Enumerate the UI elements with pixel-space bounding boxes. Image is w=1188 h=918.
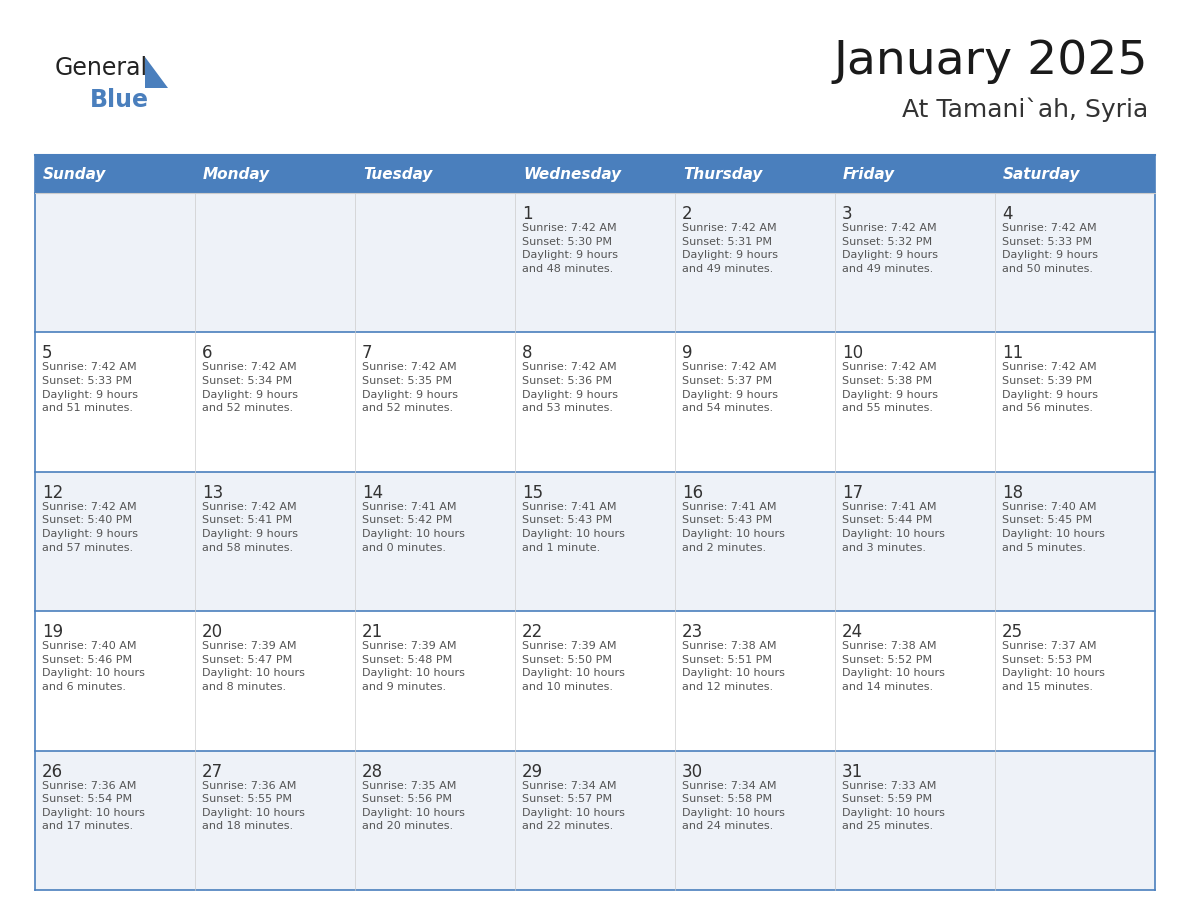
Text: Sunrise: 7:39 AM
Sunset: 5:50 PM
Daylight: 10 hours
and 10 minutes.: Sunrise: 7:39 AM Sunset: 5:50 PM Dayligh… (522, 641, 625, 692)
Text: Sunrise: 7:42 AM
Sunset: 5:34 PM
Daylight: 9 hours
and 52 minutes.: Sunrise: 7:42 AM Sunset: 5:34 PM Dayligh… (202, 363, 298, 413)
Text: Saturday: Saturday (1003, 166, 1081, 182)
Text: 18: 18 (1001, 484, 1023, 502)
Text: Sunrise: 7:42 AM
Sunset: 5:39 PM
Daylight: 9 hours
and 56 minutes.: Sunrise: 7:42 AM Sunset: 5:39 PM Dayligh… (1001, 363, 1098, 413)
Text: 1: 1 (522, 205, 532, 223)
Text: At Tamani`ah, Syria: At Tamani`ah, Syria (902, 97, 1148, 122)
Text: Sunrise: 7:39 AM
Sunset: 5:48 PM
Daylight: 10 hours
and 9 minutes.: Sunrise: 7:39 AM Sunset: 5:48 PM Dayligh… (362, 641, 465, 692)
Text: 29: 29 (522, 763, 543, 780)
Text: January 2025: January 2025 (834, 39, 1148, 84)
Text: 26: 26 (42, 763, 63, 780)
Text: Sunrise: 7:35 AM
Sunset: 5:56 PM
Daylight: 10 hours
and 20 minutes.: Sunrise: 7:35 AM Sunset: 5:56 PM Dayligh… (362, 780, 465, 832)
Text: 20: 20 (202, 623, 223, 641)
Text: Sunrise: 7:42 AM
Sunset: 5:33 PM
Daylight: 9 hours
and 51 minutes.: Sunrise: 7:42 AM Sunset: 5:33 PM Dayligh… (42, 363, 138, 413)
Text: Blue: Blue (90, 88, 148, 112)
Text: 13: 13 (202, 484, 223, 502)
Bar (34, 751, 1155, 890)
Text: 15: 15 (522, 484, 543, 502)
Bar (34, 193, 1155, 332)
Text: Sunrise: 7:38 AM
Sunset: 5:51 PM
Daylight: 10 hours
and 12 minutes.: Sunrise: 7:38 AM Sunset: 5:51 PM Dayligh… (682, 641, 785, 692)
Text: Sunrise: 7:33 AM
Sunset: 5:59 PM
Daylight: 10 hours
and 25 minutes.: Sunrise: 7:33 AM Sunset: 5:59 PM Dayligh… (842, 780, 944, 832)
Text: Sunrise: 7:42 AM
Sunset: 5:37 PM
Daylight: 9 hours
and 54 minutes.: Sunrise: 7:42 AM Sunset: 5:37 PM Dayligh… (682, 363, 778, 413)
Bar (34, 611, 1155, 751)
Text: Sunrise: 7:38 AM
Sunset: 5:52 PM
Daylight: 10 hours
and 14 minutes.: Sunrise: 7:38 AM Sunset: 5:52 PM Dayligh… (842, 641, 944, 692)
Text: 11: 11 (1001, 344, 1023, 363)
Text: Sunrise: 7:36 AM
Sunset: 5:55 PM
Daylight: 10 hours
and 18 minutes.: Sunrise: 7:36 AM Sunset: 5:55 PM Dayligh… (202, 780, 305, 832)
Text: 24: 24 (842, 623, 864, 641)
Text: Sunrise: 7:42 AM
Sunset: 5:38 PM
Daylight: 9 hours
and 55 minutes.: Sunrise: 7:42 AM Sunset: 5:38 PM Dayligh… (842, 363, 939, 413)
Text: 6: 6 (202, 344, 213, 363)
Text: Tuesday: Tuesday (364, 166, 432, 182)
Text: Wednesday: Wednesday (523, 166, 621, 182)
Text: Sunrise: 7:34 AM
Sunset: 5:58 PM
Daylight: 10 hours
and 24 minutes.: Sunrise: 7:34 AM Sunset: 5:58 PM Dayligh… (682, 780, 785, 832)
Text: 21: 21 (362, 623, 384, 641)
Text: 10: 10 (842, 344, 864, 363)
Text: 5: 5 (42, 344, 52, 363)
Text: Sunday: Sunday (43, 166, 107, 182)
Text: Sunrise: 7:42 AM
Sunset: 5:32 PM
Daylight: 9 hours
and 49 minutes.: Sunrise: 7:42 AM Sunset: 5:32 PM Dayligh… (842, 223, 939, 274)
Text: 12: 12 (42, 484, 63, 502)
Text: 22: 22 (522, 623, 543, 641)
Text: Sunrise: 7:42 AM
Sunset: 5:36 PM
Daylight: 9 hours
and 53 minutes.: Sunrise: 7:42 AM Sunset: 5:36 PM Dayligh… (522, 363, 618, 413)
Text: Sunrise: 7:42 AM
Sunset: 5:31 PM
Daylight: 9 hours
and 49 minutes.: Sunrise: 7:42 AM Sunset: 5:31 PM Dayligh… (682, 223, 778, 274)
Bar (34, 332, 1155, 472)
Text: Thursday: Thursday (683, 166, 763, 182)
Text: Sunrise: 7:42 AM
Sunset: 5:41 PM
Daylight: 9 hours
and 58 minutes.: Sunrise: 7:42 AM Sunset: 5:41 PM Dayligh… (202, 502, 298, 553)
Text: 4: 4 (1001, 205, 1012, 223)
Text: Sunrise: 7:41 AM
Sunset: 5:42 PM
Daylight: 10 hours
and 0 minutes.: Sunrise: 7:41 AM Sunset: 5:42 PM Dayligh… (362, 502, 465, 553)
Text: Sunrise: 7:39 AM
Sunset: 5:47 PM
Daylight: 10 hours
and 8 minutes.: Sunrise: 7:39 AM Sunset: 5:47 PM Dayligh… (202, 641, 305, 692)
Text: Sunrise: 7:37 AM
Sunset: 5:53 PM
Daylight: 10 hours
and 15 minutes.: Sunrise: 7:37 AM Sunset: 5:53 PM Dayligh… (1001, 641, 1105, 692)
Text: 14: 14 (362, 484, 383, 502)
Text: Sunrise: 7:36 AM
Sunset: 5:54 PM
Daylight: 10 hours
and 17 minutes.: Sunrise: 7:36 AM Sunset: 5:54 PM Dayligh… (42, 780, 145, 832)
Text: Sunrise: 7:41 AM
Sunset: 5:44 PM
Daylight: 10 hours
and 3 minutes.: Sunrise: 7:41 AM Sunset: 5:44 PM Dayligh… (842, 502, 944, 553)
Text: Sunrise: 7:34 AM
Sunset: 5:57 PM
Daylight: 10 hours
and 22 minutes.: Sunrise: 7:34 AM Sunset: 5:57 PM Dayligh… (522, 780, 625, 832)
Text: Sunrise: 7:41 AM
Sunset: 5:43 PM
Daylight: 10 hours
and 1 minute.: Sunrise: 7:41 AM Sunset: 5:43 PM Dayligh… (522, 502, 625, 553)
Text: 30: 30 (682, 763, 703, 780)
Text: 25: 25 (1001, 623, 1023, 641)
Text: Sunrise: 7:41 AM
Sunset: 5:43 PM
Daylight: 10 hours
and 2 minutes.: Sunrise: 7:41 AM Sunset: 5:43 PM Dayligh… (682, 502, 785, 553)
Text: Monday: Monday (203, 166, 270, 182)
Text: 27: 27 (202, 763, 223, 780)
Text: 19: 19 (42, 623, 63, 641)
Text: Sunrise: 7:42 AM
Sunset: 5:30 PM
Daylight: 9 hours
and 48 minutes.: Sunrise: 7:42 AM Sunset: 5:30 PM Dayligh… (522, 223, 618, 274)
Text: Sunrise: 7:40 AM
Sunset: 5:45 PM
Daylight: 10 hours
and 5 minutes.: Sunrise: 7:40 AM Sunset: 5:45 PM Dayligh… (1001, 502, 1105, 553)
Bar (34, 472, 1155, 611)
Text: 17: 17 (842, 484, 864, 502)
Polygon shape (145, 57, 168, 88)
Text: 16: 16 (682, 484, 703, 502)
Text: 7: 7 (362, 344, 373, 363)
Text: 2: 2 (682, 205, 693, 223)
Text: Friday: Friday (843, 166, 895, 182)
Text: 23: 23 (682, 623, 703, 641)
Text: 31: 31 (842, 763, 864, 780)
Text: 28: 28 (362, 763, 383, 780)
Text: 3: 3 (842, 205, 853, 223)
Text: Sunrise: 7:42 AM
Sunset: 5:40 PM
Daylight: 9 hours
and 57 minutes.: Sunrise: 7:42 AM Sunset: 5:40 PM Dayligh… (42, 502, 138, 553)
Text: General: General (55, 56, 148, 80)
Text: 8: 8 (522, 344, 532, 363)
Text: Sunrise: 7:42 AM
Sunset: 5:33 PM
Daylight: 9 hours
and 50 minutes.: Sunrise: 7:42 AM Sunset: 5:33 PM Dayligh… (1001, 223, 1098, 274)
Bar (34, 155, 1155, 193)
Text: Sunrise: 7:40 AM
Sunset: 5:46 PM
Daylight: 10 hours
and 6 minutes.: Sunrise: 7:40 AM Sunset: 5:46 PM Dayligh… (42, 641, 145, 692)
Text: Sunrise: 7:42 AM
Sunset: 5:35 PM
Daylight: 9 hours
and 52 minutes.: Sunrise: 7:42 AM Sunset: 5:35 PM Dayligh… (362, 363, 459, 413)
Text: 9: 9 (682, 344, 693, 363)
